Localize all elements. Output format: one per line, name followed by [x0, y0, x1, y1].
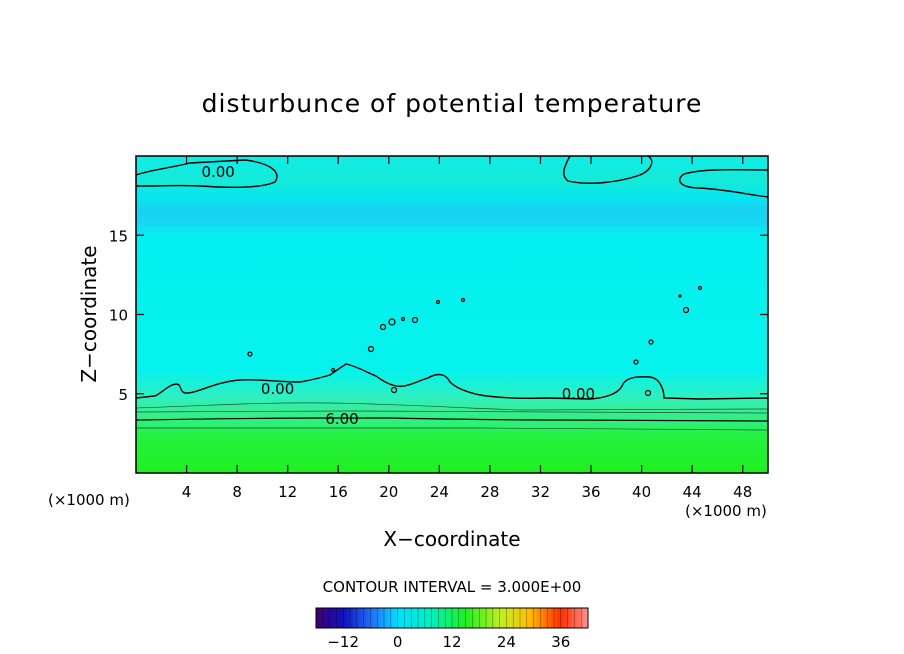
contour-label: 0.00 [201, 163, 234, 181]
y-axis-label: Z−coordinate [77, 245, 101, 382]
speckle [411, 316, 419, 324]
speckle [388, 318, 396, 326]
y-axis-ticks: 5 10 15 [109, 227, 768, 404]
speckle [648, 339, 654, 345]
y-tick-label: 5 [118, 386, 128, 404]
x-tick-label: 4 [182, 483, 192, 501]
plot-field: 0.00 0.00 0.00 6.00 [136, 156, 768, 473]
x-tick-label: 8 [232, 483, 242, 501]
speckle [379, 323, 387, 331]
speckle [435, 299, 441, 305]
contour-six [136, 417, 768, 422]
contour-labels: 0.00 0.00 0.00 6.00 [201, 163, 595, 428]
speckle [367, 345, 375, 353]
contour-top-left [136, 159, 278, 188]
x-tick-label: 48 [733, 483, 752, 501]
speckle [400, 316, 406, 322]
x-tick-label: 28 [480, 483, 499, 501]
x-axis-ticks: 4 8 12 16 20 24 28 32 36 40 44 48 [182, 156, 752, 501]
chart-title: disturbunce of potential temperature [202, 89, 703, 118]
y-tick-label: 15 [109, 227, 128, 245]
x-unit-left: (×1000 m) [48, 491, 130, 509]
speckle [633, 359, 639, 365]
contour-lines [136, 156, 768, 422]
colorbar-tick-label: −12 [327, 633, 359, 651]
contour-label: 0.00 [562, 385, 595, 403]
colorbar-tick-label: 36 [551, 633, 570, 651]
x-axis-label: X−coordinate [383, 527, 520, 551]
y-tick-label: 10 [109, 307, 128, 325]
contour-thin-2 [136, 410, 768, 414]
colorbar-stripes [322, 608, 582, 628]
x-tick-label: 24 [430, 483, 449, 501]
speckle [678, 294, 682, 298]
contour-thin-1 [136, 402, 768, 411]
x-tick-label: 20 [379, 483, 398, 501]
colorbar-tick-label: 12 [442, 633, 461, 651]
x-tick-label: 12 [278, 483, 297, 501]
x-tick-label: 16 [329, 483, 348, 501]
x-tick-label: 36 [581, 483, 600, 501]
contour-interval-text: CONTOUR INTERVAL = 3.000E+00 [323, 578, 582, 596]
speckle [682, 306, 690, 314]
contour-top-right [679, 168, 768, 198]
colorbar-ticks: −12 0 12 24 36 [327, 633, 570, 651]
upper-blue-band [136, 206, 768, 226]
x-tick-label: 32 [531, 483, 550, 501]
speckle [460, 297, 466, 303]
colorbar-tick-label: 0 [393, 633, 403, 651]
speckle [644, 389, 652, 397]
x-tick-label: 44 [683, 483, 702, 501]
speckle [330, 367, 336, 373]
colorbar-tick-label: 24 [497, 633, 516, 651]
speckle [697, 285, 703, 291]
contour-top-mid [563, 156, 653, 184]
contour-label: 6.00 [325, 410, 358, 428]
speckle [390, 386, 398, 394]
field-background [136, 156, 768, 473]
contour-label: 0.00 [261, 380, 294, 398]
x-unit-right: (×1000 m) [685, 502, 767, 520]
speckle [247, 351, 253, 357]
contour-zero [136, 363, 768, 400]
contour-speckles [247, 285, 703, 397]
x-tick-label: 40 [632, 483, 651, 501]
